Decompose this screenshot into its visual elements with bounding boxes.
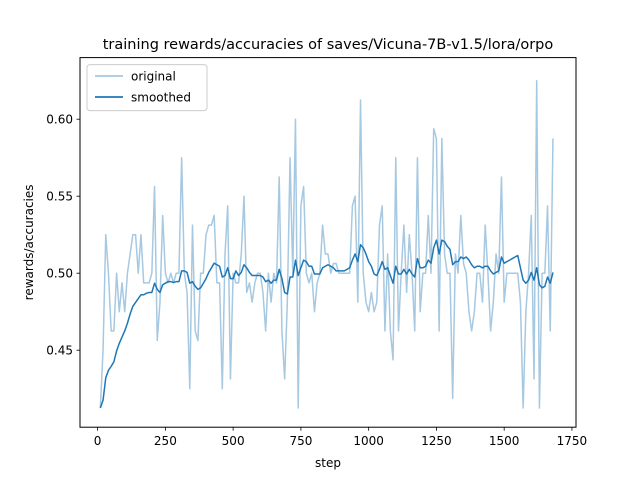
y-tick-label: 0.60: [46, 113, 73, 127]
x-tick-label: 500: [222, 434, 245, 448]
y-axis-ticks: 0.45 0.50 0.55 0.60: [46, 113, 80, 358]
x-tick-label: 1250: [421, 434, 452, 448]
series-layer: [99, 79, 554, 409]
y-tick-label: 0.45: [46, 344, 73, 358]
series-line-original: [99, 79, 554, 409]
x-axis-ticks: 0 250 500 750 1000 1250 1500 1750: [94, 427, 587, 448]
x-tick-label: 1750: [557, 434, 588, 448]
x-axis-label: step: [315, 456, 341, 470]
x-tick-label: 750: [289, 434, 312, 448]
plot-frame: [79, 57, 577, 428]
x-tick-label: 1000: [353, 434, 384, 448]
y-tick-label: 0.55: [46, 190, 73, 204]
x-tick-label: 250: [154, 434, 177, 448]
legend: original smoothed: [86, 64, 208, 112]
chart-title: training rewards/accuracies of saves/Vic…: [103, 37, 554, 53]
series-line-smoothed: [99, 239, 554, 409]
legend-label-original: original: [131, 70, 176, 84]
x-tick-label: 1500: [489, 434, 520, 448]
x-tick-label: 0: [94, 434, 102, 448]
legend-label-smoothed: smoothed: [131, 91, 191, 105]
y-axis-label: rewards/accuracies: [22, 184, 36, 300]
y-tick-label: 0.50: [46, 267, 73, 281]
